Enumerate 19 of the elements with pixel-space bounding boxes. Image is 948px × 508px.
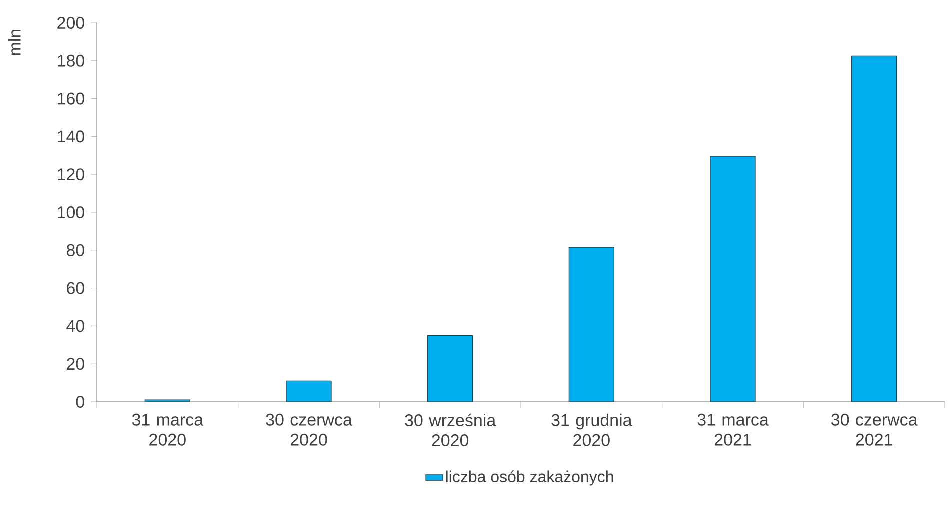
x-tick-label: 30 czerwca 2020 [266,414,352,446]
y-tick-label: 40 [66,320,84,332]
x-tick-label: 30 czerwca 2021 [832,414,918,446]
x-tick-label: 30 września 2020 [405,414,496,447]
y-tick-label: 120 [58,168,84,181]
x-tick-label: 31 grudnia 2020 [552,414,632,446]
y-tick-label: 0 [76,396,84,408]
y-tick-label: 180 [58,54,84,67]
y-tick-label: 80 [66,244,84,256]
x-tick-label: 31 marca 2021 [698,414,769,446]
y-tick-label: 200 [58,16,84,30]
legend-label: liczba osób zakażonych [446,470,614,486]
y-tick-label: 140 [58,130,84,143]
x-tick-label: 31 marca 2020 [132,414,204,446]
y-tick-label: 20 [67,358,84,370]
y-axis-title: mln [8,30,21,56]
y-tick-label: 60 [67,282,84,294]
y-tick-label: 160 [58,92,84,105]
y-tick-label: 100 [58,206,84,219]
